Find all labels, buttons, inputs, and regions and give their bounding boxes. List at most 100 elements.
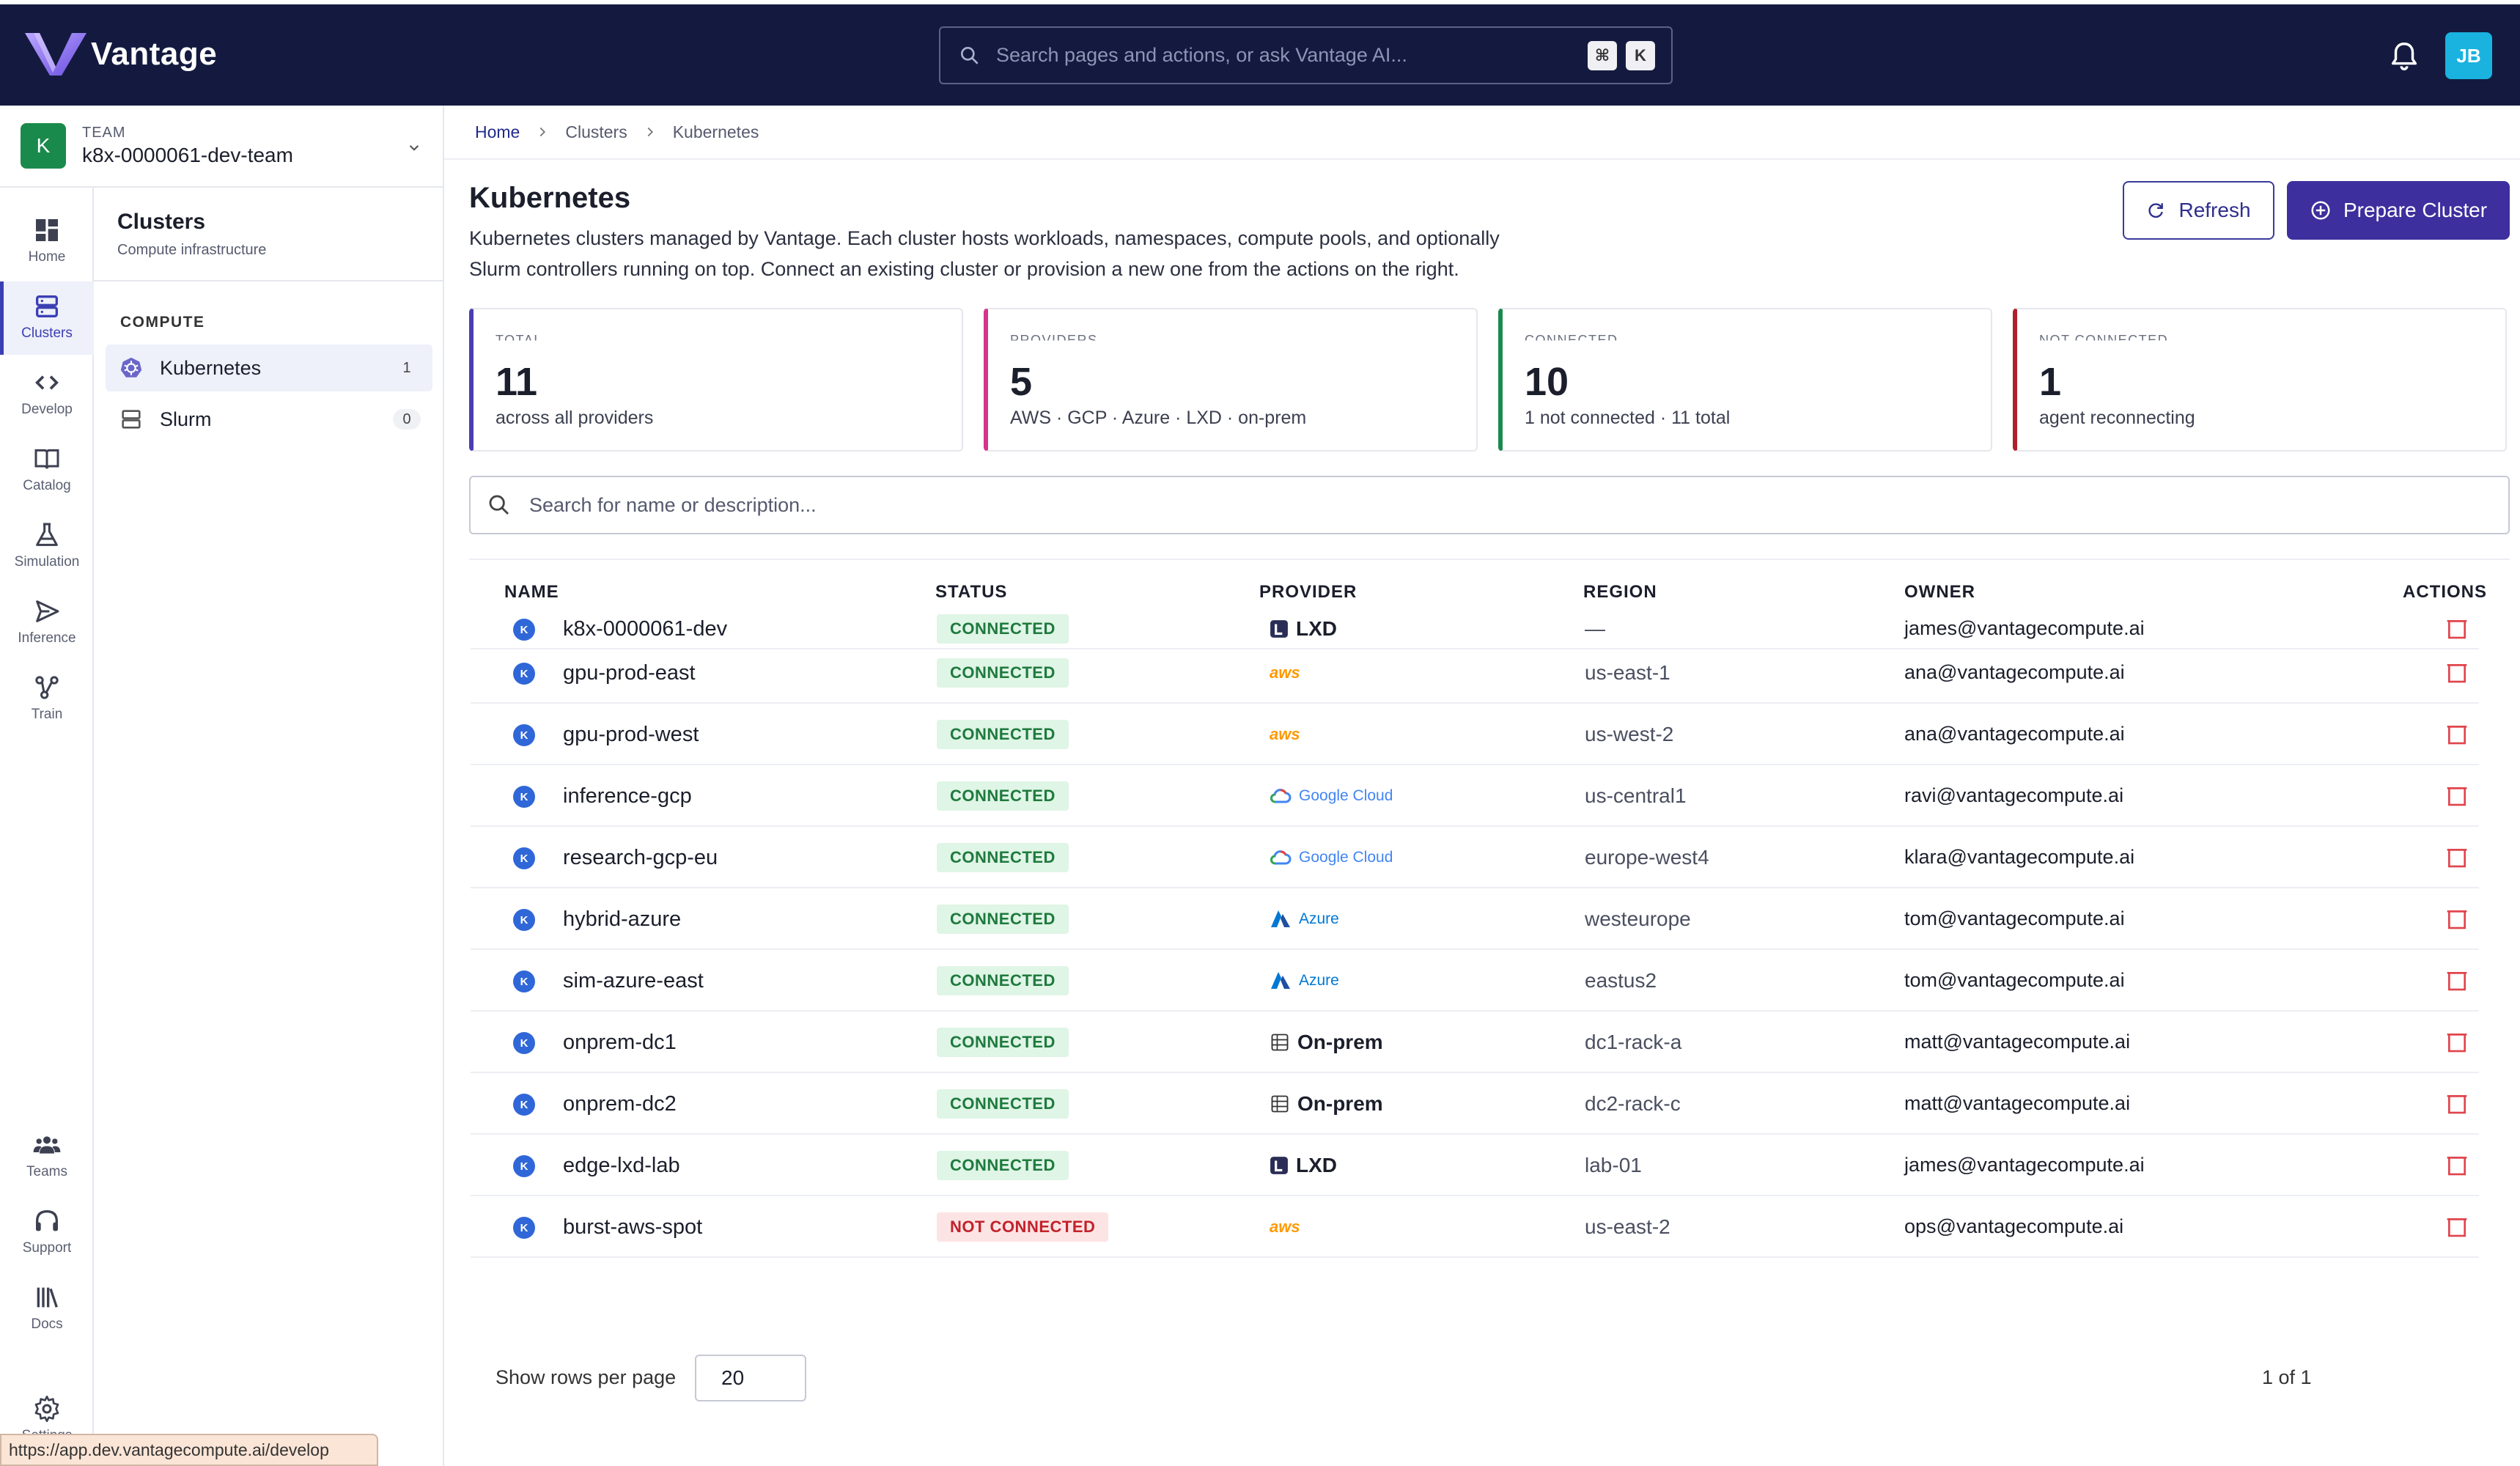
prepare-cluster-button[interactable]: Prepare Cluster	[2287, 181, 2510, 240]
bell-icon[interactable]	[2387, 40, 2421, 73]
team-selector[interactable]: K TEAM k8x-0000061-dev-team	[0, 106, 444, 188]
owner-cell: ana@vantagecompute.ai	[1904, 661, 2125, 683]
region-cell: —	[1585, 617, 1605, 640]
rail-item-support[interactable]: Support	[0, 1196, 94, 1270]
region-cell: us-central1	[1585, 784, 1687, 807]
rail-item-teams[interactable]: Teams	[0, 1120, 94, 1193]
rows-per-page-select[interactable]: 20	[695, 1355, 806, 1401]
rail-item-catalog[interactable]: Catalog	[0, 434, 94, 507]
delete-icon[interactable]	[2445, 1092, 2469, 1116]
cluster-name[interactable]: hybrid-azure	[563, 907, 682, 931]
code-icon	[35, 375, 59, 390]
cluster-name[interactable]: research-gcp-eu	[563, 846, 718, 869]
provider-label: Azure	[1299, 910, 1339, 927]
rail-item-inference[interactable]: Inference	[0, 586, 94, 660]
page-description: Kubernetes clusters managed by Vantage. …	[469, 227, 1500, 280]
stat-card-not-connected: NOT CONNECTED 1 agent reconnecting	[2013, 308, 2507, 452]
rail-label: Clusters	[21, 325, 73, 341]
provider-label: LXD	[1296, 1154, 1337, 1176]
kubernetes-icon: K	[513, 619, 535, 641]
search-icon	[961, 46, 979, 65]
subnav-item-slurm[interactable]: Slurm 0	[106, 396, 432, 443]
delete-icon[interactable]	[2445, 1031, 2469, 1054]
stat-subtext: 1 not connected · 11 total	[1525, 408, 1731, 428]
cluster-name[interactable]: k8x-0000061-dev	[563, 617, 728, 641]
kubernetes-icon: K	[513, 1094, 535, 1116]
rail-item-docs[interactable]: Docs	[0, 1272, 94, 1346]
column-header-owner[interactable]: OWNER	[1904, 582, 1975, 602]
search-icon	[489, 495, 509, 515]
provider-cell: Google Cloud	[1270, 843, 1393, 872]
clusters-subnav: Clusters Compute infrastructure COMPUTE …	[94, 188, 444, 1466]
graph-icon	[35, 676, 59, 699]
cluster-name[interactable]: onprem-dc1	[563, 1031, 677, 1054]
delete-icon[interactable]	[2445, 784, 2469, 808]
brand-name: Vantage	[91, 36, 218, 72]
cluster-name[interactable]: gpu-prod-west	[563, 723, 699, 746]
status-badge: CONNECTED	[937, 966, 1069, 995]
breadcrumb-clusters[interactable]: Clusters	[565, 122, 627, 141]
rail-item-develop[interactable]: Develop	[0, 358, 94, 431]
headset-icon	[36, 1209, 58, 1231]
global-search-input[interactable]	[996, 44, 1588, 67]
users-icon	[33, 1136, 61, 1154]
region-cell: europe-west4	[1585, 846, 1709, 869]
user-avatar[interactable]: JB	[2445, 32, 2492, 79]
rail-label: Catalog	[23, 478, 71, 493]
refresh-button[interactable]: Refresh	[2123, 181, 2274, 240]
cluster-name[interactable]: onprem-dc2	[563, 1092, 677, 1116]
delete-icon[interactable]	[2445, 1215, 2469, 1239]
status-badge: CONNECTED	[937, 843, 1069, 872]
delete-icon[interactable]	[2445, 617, 2469, 641]
server-icon	[122, 410, 141, 429]
delete-icon[interactable]	[2445, 723, 2469, 746]
cluster-name[interactable]: burst-aws-spot	[563, 1215, 703, 1239]
kubernetes-icon: K	[513, 970, 535, 992]
vantage-logo-icon	[25, 33, 86, 75]
breadcrumb-home[interactable]: Home	[475, 122, 520, 141]
column-header-region[interactable]: REGION	[1583, 582, 1657, 602]
rail-item-clusters[interactable]: Clusters	[0, 281, 94, 355]
rail-item-train[interactable]: Train	[0, 663, 94, 736]
status-badge: CONNECTED	[937, 1089, 1069, 1119]
owner-cell: tom@vantagecompute.ai	[1904, 969, 2125, 991]
cluster-name[interactable]: inference-gcp	[563, 784, 692, 808]
delete-icon[interactable]	[2445, 661, 2469, 685]
cluster-search-input[interactable]	[529, 493, 2508, 517]
column-header-provider[interactable]: PROVIDER	[1259, 582, 1357, 602]
delete-icon[interactable]	[2445, 969, 2469, 992]
region-cell: dc2-rack-c	[1585, 1092, 1681, 1115]
delete-icon[interactable]	[2445, 846, 2469, 869]
rows-per-page-label: Show rows per page	[495, 1366, 677, 1388]
cluster-name[interactable]: gpu-prod-east	[563, 661, 696, 685]
cluster-name[interactable]: sim-azure-east	[563, 969, 704, 992]
column-header-name[interactable]: NAME	[504, 582, 559, 602]
subnav-item-kubernetes[interactable]: Kubernetes 1	[106, 345, 432, 391]
gear-icon	[34, 1396, 59, 1422]
delete-icon[interactable]	[2445, 1154, 2469, 1177]
brand[interactable]: Vantage	[23, 26, 217, 82]
region-cell: westeurope	[1585, 907, 1691, 930]
google-cloud-icon	[1270, 789, 1292, 803]
cluster-search-box[interactable]	[469, 476, 2510, 534]
cluster-name[interactable]: edge-lxd-lab	[563, 1154, 680, 1177]
provider-cell: aws	[1270, 658, 1308, 688]
column-header-status[interactable]: STATUS	[935, 582, 1008, 602]
global-search-box[interactable]: ⌘ K	[939, 26, 1673, 84]
rail-item-simulation[interactable]: Simulation	[0, 510, 94, 583]
delete-icon[interactable]	[2445, 907, 2469, 931]
owner-cell: ops@vantagecompute.ai	[1904, 1215, 2124, 1237]
subnav-item-count: 0	[393, 409, 421, 430]
rail-item-home[interactable]: Home	[0, 205, 94, 279]
